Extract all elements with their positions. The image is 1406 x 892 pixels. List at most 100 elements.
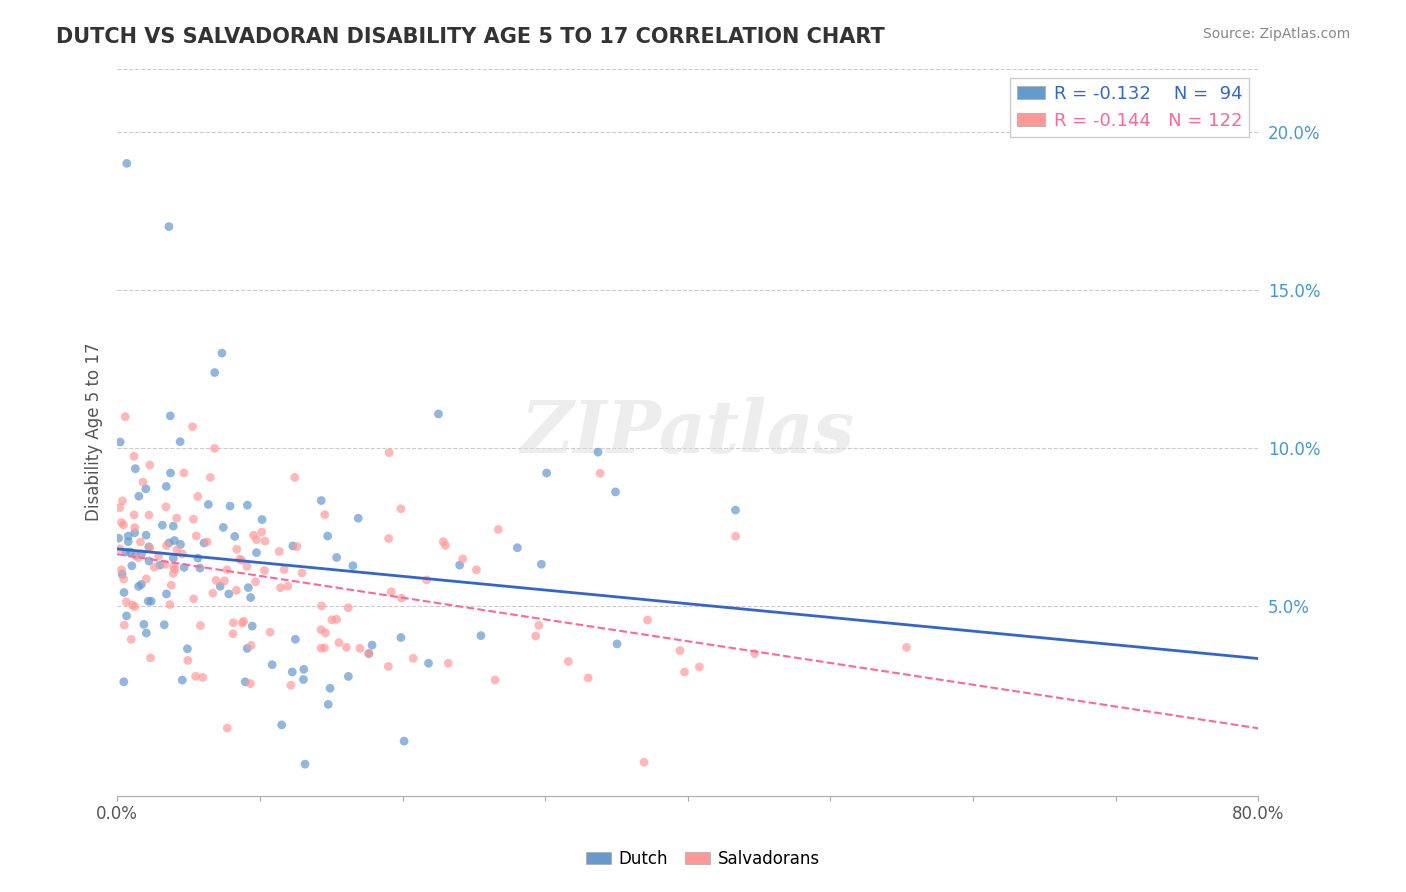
- Point: [225, 542, 247, 557]
- Point: [269, 544, 291, 558]
- Point: [233, 674, 256, 689]
- Text: ZIPatlas: ZIPatlas: [520, 397, 855, 467]
- Point: [391, 591, 413, 606]
- Point: [229, 552, 252, 566]
- Point: [673, 665, 696, 679]
- Point: [316, 698, 339, 712]
- Point: [162, 551, 184, 566]
- Point: [281, 539, 304, 553]
- Legend: Dutch, Salvadorans: Dutch, Salvadorans: [579, 844, 827, 875]
- Point: [524, 629, 547, 643]
- Point: [153, 558, 176, 572]
- Point: [218, 587, 240, 601]
- Point: [162, 519, 184, 533]
- Point: [195, 535, 218, 549]
- Legend: R = -0.132    N =  94, R = -0.144   N = 122: R = -0.132 N = 94, R = -0.144 N = 122: [1011, 78, 1250, 137]
- Point: [115, 595, 138, 609]
- Point: [120, 545, 142, 559]
- Text: DUTCH VS SALVADORAN DISABILITY AGE 5 TO 17 CORRELATION CHART: DUTCH VS SALVADORAN DISABILITY AGE 5 TO …: [56, 27, 884, 46]
- Point: [335, 640, 357, 655]
- Point: [201, 586, 224, 600]
- Point: [187, 490, 209, 504]
- Point: [159, 409, 181, 423]
- Point: [270, 581, 292, 595]
- Point: [427, 407, 450, 421]
- Point: [357, 646, 380, 660]
- Point: [115, 608, 138, 623]
- Point: [380, 584, 402, 599]
- Point: [589, 467, 612, 481]
- Point: [155, 479, 177, 493]
- Point: [150, 518, 173, 533]
- Point: [131, 577, 153, 591]
- Point: [172, 673, 194, 687]
- Point: [211, 346, 233, 360]
- Point: [138, 508, 160, 522]
- Point: [224, 529, 246, 543]
- Point: [309, 493, 332, 508]
- Point: [108, 435, 131, 450]
- Point: [110, 563, 132, 577]
- Point: [135, 482, 157, 496]
- Point: [291, 566, 314, 580]
- Point: [177, 653, 200, 667]
- Point: [148, 549, 170, 563]
- Point: [176, 641, 198, 656]
- Point: [191, 670, 214, 684]
- Point: [160, 578, 183, 592]
- Point: [107, 531, 129, 545]
- Point: [451, 552, 474, 566]
- Point: [122, 450, 145, 464]
- Point: [606, 637, 628, 651]
- Point: [357, 647, 380, 661]
- Point: [262, 657, 284, 672]
- Point: [121, 598, 143, 612]
- Point: [236, 498, 259, 512]
- Point: [231, 616, 253, 631]
- Point: [688, 660, 710, 674]
- Point: [117, 534, 139, 549]
- Point: [108, 500, 131, 515]
- Point: [342, 558, 364, 573]
- Point: [162, 559, 184, 574]
- Point: [132, 617, 155, 632]
- Point: [314, 640, 336, 655]
- Point: [115, 156, 138, 170]
- Point: [527, 618, 550, 632]
- Point: [238, 581, 260, 595]
- Point: [112, 674, 135, 689]
- Point: [337, 600, 360, 615]
- Point: [110, 516, 132, 530]
- Point: [240, 638, 263, 652]
- Point: [449, 558, 471, 573]
- Point: [437, 657, 460, 671]
- Point: [166, 511, 188, 525]
- Point: [127, 550, 149, 565]
- Point: [181, 419, 204, 434]
- Point: [163, 533, 186, 548]
- Point: [117, 529, 139, 543]
- Point: [361, 638, 384, 652]
- Point: [169, 537, 191, 551]
- Point: [173, 466, 195, 480]
- Point: [284, 470, 307, 484]
- Point: [138, 554, 160, 568]
- Point: [506, 541, 529, 555]
- Point: [418, 657, 440, 671]
- Point: [415, 573, 437, 587]
- Point: [240, 619, 263, 633]
- Point: [155, 500, 177, 514]
- Point: [139, 651, 162, 665]
- Point: [392, 734, 415, 748]
- Point: [209, 579, 232, 593]
- Point: [245, 546, 267, 560]
- Point: [114, 409, 136, 424]
- Point: [136, 594, 159, 608]
- Point: [557, 654, 579, 668]
- Point: [215, 563, 238, 577]
- Point: [204, 366, 226, 380]
- Point: [432, 534, 454, 549]
- Point: [337, 669, 360, 683]
- Point: [347, 511, 370, 525]
- Point: [222, 626, 245, 640]
